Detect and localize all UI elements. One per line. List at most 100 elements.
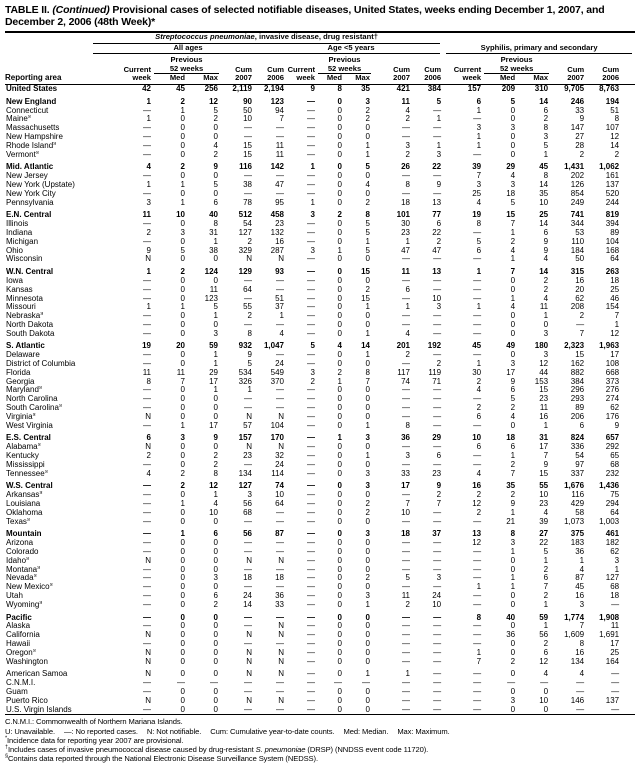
cell-value: 336 <box>570 443 585 452</box>
cell-value: 0 <box>337 303 342 312</box>
cell-value: 24 <box>243 592 252 600</box>
cell-value: N <box>278 255 284 264</box>
cell-value: — <box>307 132 315 141</box>
cell-value: 0 <box>213 648 218 657</box>
cell-value: 1 <box>365 150 370 159</box>
cell-value: 127 <box>238 228 252 237</box>
cell-value: 0 <box>510 556 516 565</box>
col-current-week: Current week <box>443 54 484 85</box>
cell-value: 0 <box>510 320 516 329</box>
cell-value: — <box>473 312 482 321</box>
cell-value: 6 <box>476 412 482 421</box>
cell-value: 29 <box>209 368 218 377</box>
cell-value: — <box>276 565 284 574</box>
cell-value: — <box>143 600 151 609</box>
footnote-line: C.N.M.I.: Commonwealth of Northern Maria… <box>5 717 635 726</box>
cell-value: — <box>307 412 315 421</box>
cell-value: 0 <box>510 421 516 430</box>
cell-value: 36 <box>506 631 516 640</box>
cell-value: 7 <box>543 583 549 592</box>
row-label: Idaho§ <box>6 556 30 565</box>
cell-value: 68 <box>610 460 620 469</box>
cell-value: 0 <box>337 622 342 631</box>
cell-value: 0 <box>213 189 218 198</box>
cell-value: — <box>473 565 482 574</box>
cell-value: — <box>307 180 315 189</box>
table-row: American Samoa N 0 0 N N — 0 1 1 — — 0 4 4 — <box>5 670 635 679</box>
cell-value: — <box>307 312 315 321</box>
row-label: Rhode Island§ <box>6 141 57 150</box>
cell-value: 24 <box>275 360 284 369</box>
cell-value: 0 <box>365 132 370 141</box>
cell-value: — <box>143 592 151 600</box>
cell-value: — <box>433 132 442 141</box>
cell-value: 25 <box>539 211 549 220</box>
cell-value: 14 <box>539 97 549 106</box>
cell-value: 0 <box>337 180 342 189</box>
cell-value: 1 <box>510 294 516 303</box>
table-row: California N 0 0 N N — 0 0 — — — 36 56 1,609 1,691 <box>5 631 635 640</box>
cell-value: 0 <box>365 360 370 369</box>
cell-value: 9 <box>436 180 442 189</box>
cell-value: — <box>143 395 151 404</box>
table-row: Idaho§ N 0 0 N N — 0 0 — — — 0 1 1 3 <box>5 557 635 566</box>
cell-value: — <box>244 539 252 548</box>
cell-value: 1 <box>213 351 218 360</box>
cell-value: 0 <box>337 687 342 696</box>
cell-value: 3 <box>436 303 442 312</box>
cell-value: 8,763 <box>599 84 620 93</box>
table-row: North Carolina — 0 0 — — — 0 0 — — — 5 23 293 274 <box>5 395 635 404</box>
cell-value: — <box>402 583 410 592</box>
table-row: Guam — 0 0 — — — 0 0 — — — 0 0 — — <box>5 688 635 697</box>
cell-value: 108 <box>605 360 620 369</box>
cell-value: 882 <box>570 368 585 377</box>
cell-value: 0 <box>337 648 342 657</box>
cell-value: — <box>433 421 442 430</box>
cell-value: — <box>276 172 284 181</box>
table-row: Pennsylvania 3 1 6 78 95 1 0 2 18 13 4 5 10 249 244 <box>5 199 635 208</box>
cell-value: 3 <box>614 556 620 565</box>
cell-value: 45 <box>575 583 585 592</box>
row-label: New York City <box>6 189 56 198</box>
cell-value: — <box>244 583 252 592</box>
cell-value: 0 <box>510 329 516 338</box>
row-label: S. Atlantic <box>6 342 45 351</box>
row-label: Oklahoma <box>6 508 43 517</box>
cell-value: 9 <box>213 434 218 443</box>
cell-value: 0 <box>180 600 185 609</box>
cell-value: — <box>473 228 482 237</box>
cell-value: — <box>433 583 442 592</box>
cell-value: 2 <box>543 565 549 574</box>
cell-value: N <box>278 556 284 565</box>
cell-value: — <box>402 622 410 631</box>
cell-value: — <box>307 150 315 159</box>
table-row: Maryland§ — 0 1 1 — — 0 0 — — 4 6 15 296 276 <box>5 386 635 395</box>
cell-value: 10 <box>432 600 442 609</box>
cell-value: 87 <box>575 574 585 583</box>
col-cum-2006: Cum 2006 <box>412 54 444 85</box>
cell-value: 276 <box>605 386 620 395</box>
row-label: Mississippi <box>6 460 45 469</box>
cell-value: 0 <box>337 124 342 133</box>
cell-value: 10 <box>209 508 218 517</box>
cell-value: 7 <box>365 377 370 386</box>
cell-value: 0 <box>510 141 516 150</box>
row-label: Alabama§ <box>6 443 41 452</box>
cell-value: 9 <box>146 246 151 255</box>
cell-value: 33 <box>575 106 585 115</box>
cell-value: 8 <box>247 329 252 338</box>
cell-value: 11 <box>142 368 151 377</box>
cell-value: — <box>307 600 315 609</box>
footnote-text: S. pneumoniae <box>255 744 306 754</box>
cell-value: 1,609 <box>564 631 585 640</box>
cell-value: 44 <box>539 368 549 377</box>
cell-value: 0 <box>510 600 516 609</box>
cell-value: 0 <box>365 539 370 548</box>
cell-value: 4 <box>365 180 370 189</box>
cell-value: 142 <box>270 163 284 172</box>
cell-value: 0 <box>337 705 342 714</box>
cell-value: — <box>433 460 442 469</box>
footnote-text: Max: Maximum. <box>397 726 450 736</box>
cell-value: 0 <box>365 189 370 198</box>
cell-value: 3 <box>543 132 549 141</box>
